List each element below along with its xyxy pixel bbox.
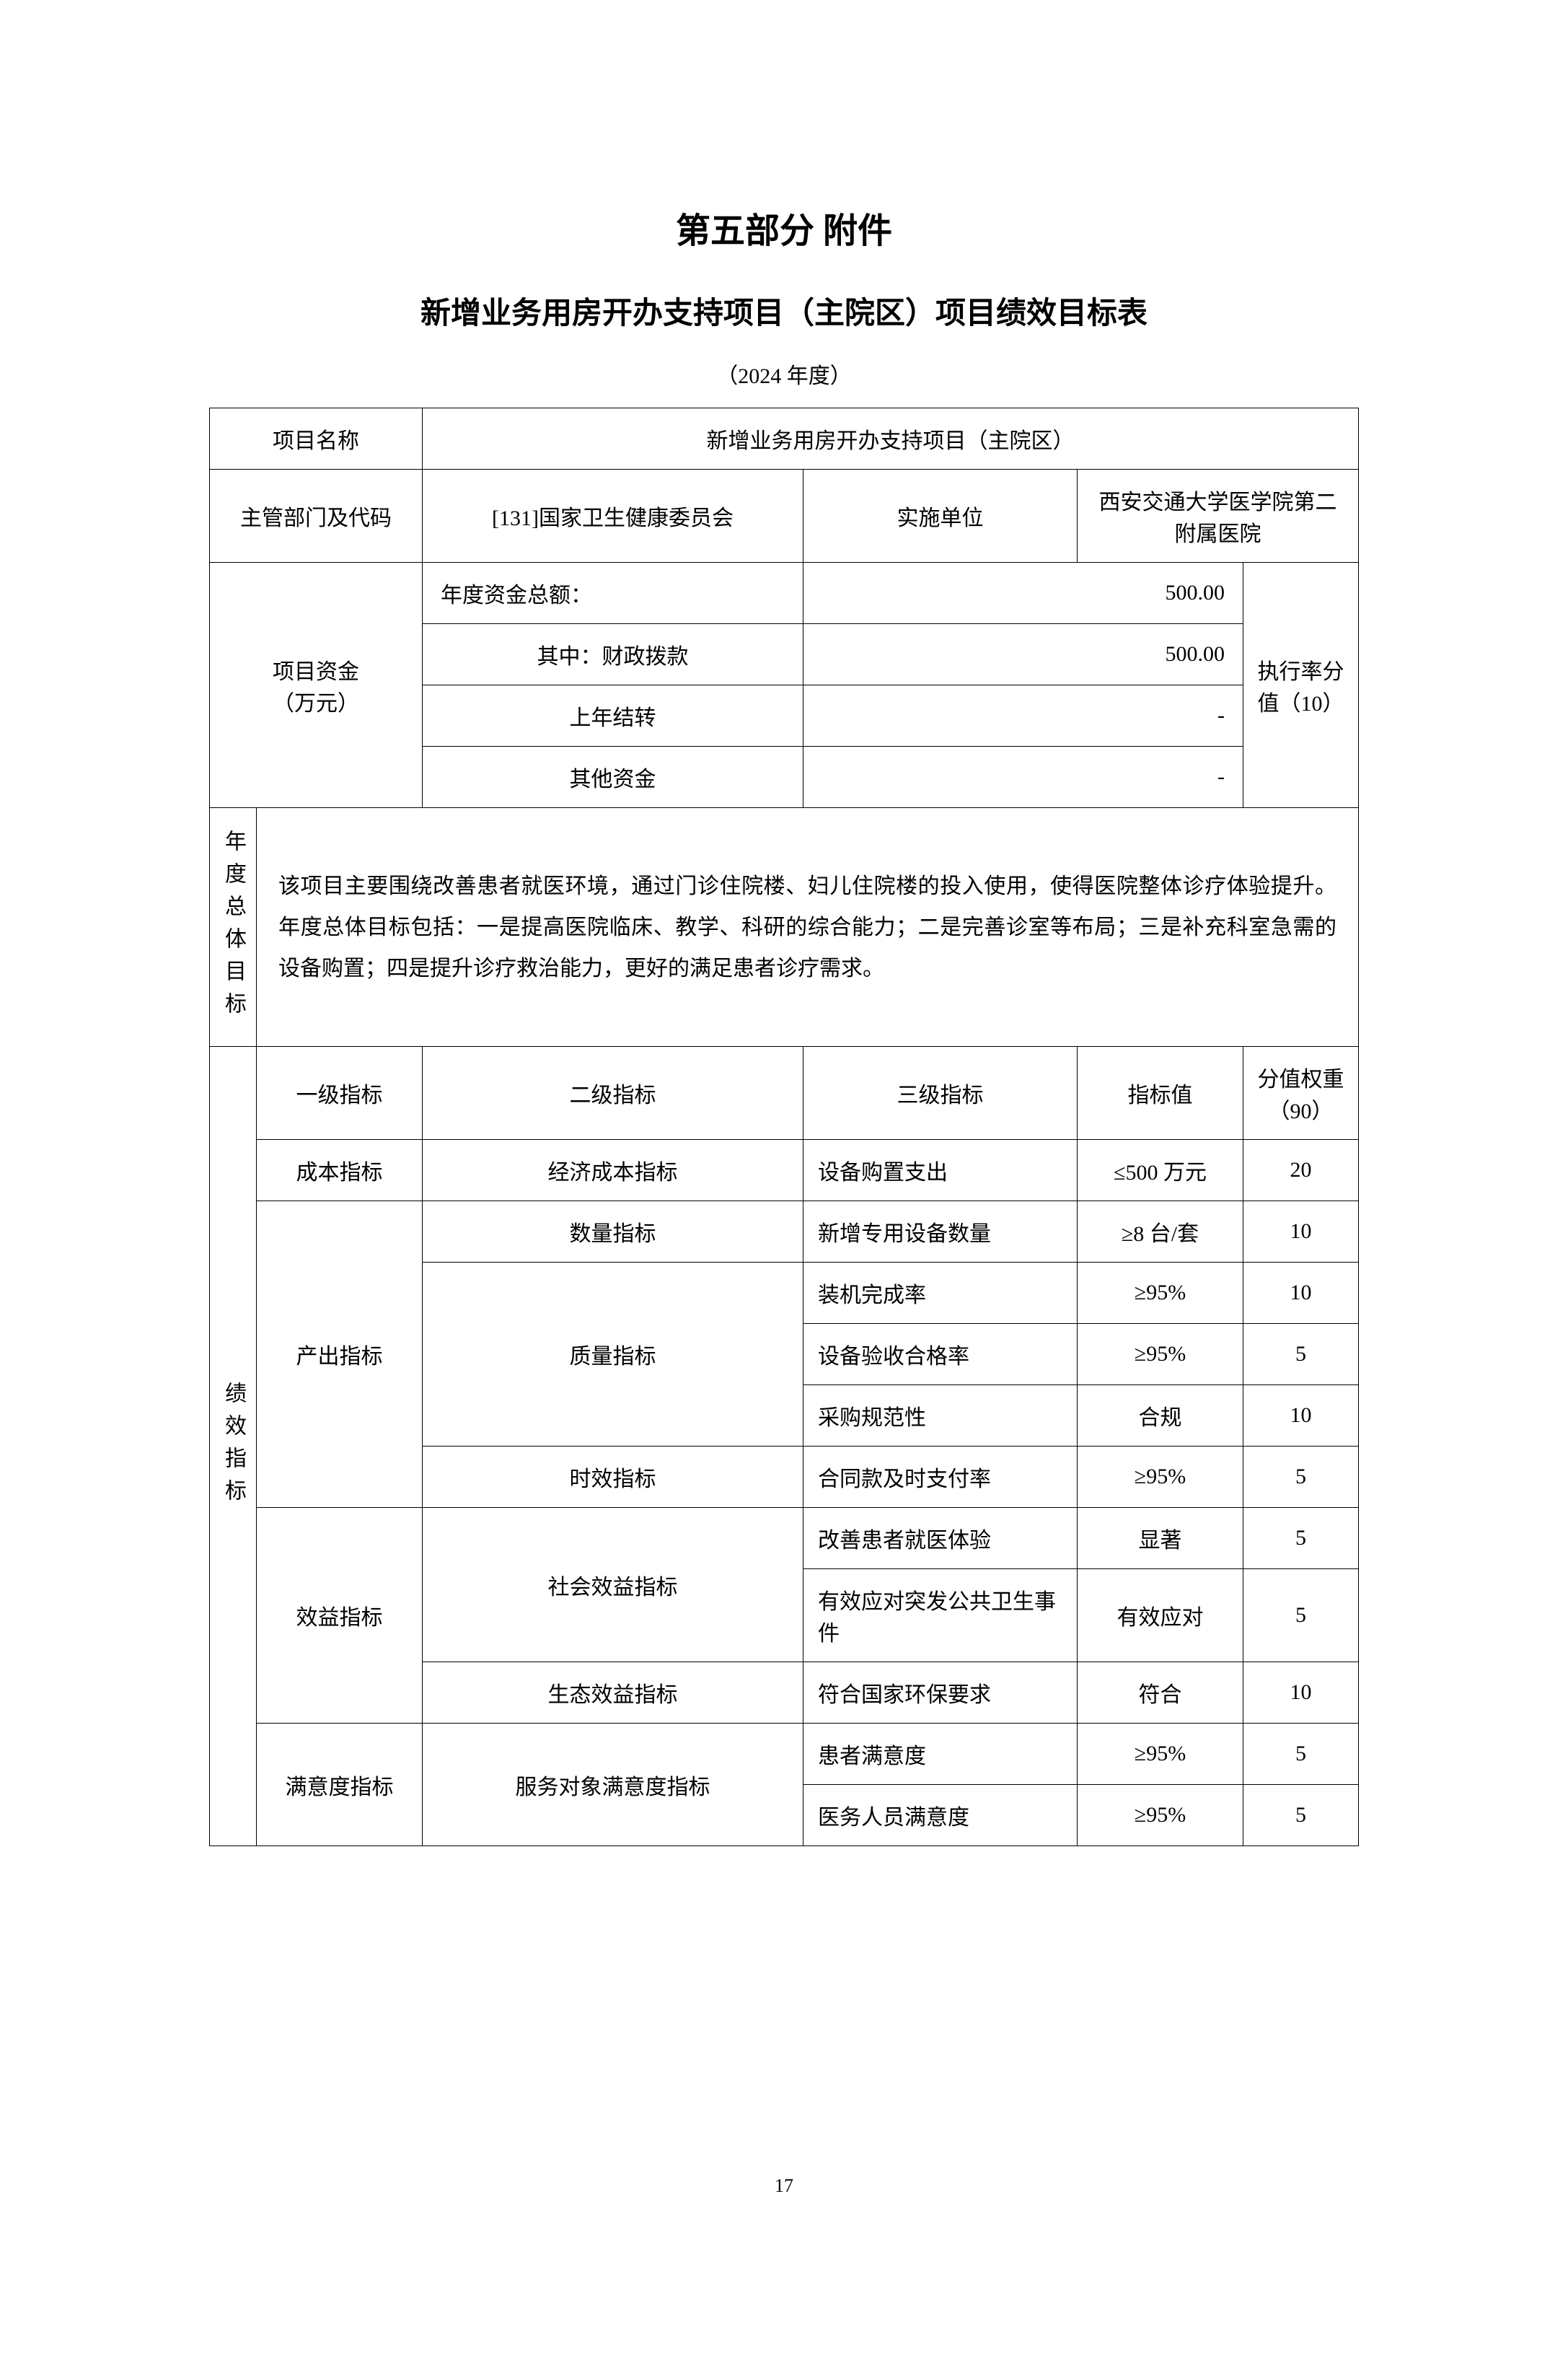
sub-title: 新增业务用房开办支持项目（主院区）项目绩效目标表 [209,289,1359,333]
cell-target: 显著 [1078,1508,1243,1569]
cell-l3: 设备购置支出 [803,1140,1078,1201]
cell-weight: 5 [1243,1508,1359,1569]
total-label: 年度资金总额： [423,563,803,624]
table-row: 产出指标 数量指标 新增专用设备数量 ≥8 台/套 10 [210,1201,1359,1263]
cell-target: ≥95% [1078,1724,1243,1785]
cell-weight: 5 [1243,1724,1359,1785]
funding-label-text: 项目资金 [221,654,411,685]
impl-unit-value: 西安交通大学医学院第二附属医院 [1078,470,1359,563]
cell-target: 符合 [1078,1662,1243,1724]
total-value: 500.00 [803,563,1243,624]
cell-l3: 医务人员满意度 [803,1785,1078,1846]
cell-target: ≥95% [1078,1263,1243,1324]
objective-label: 年度总体目标 [210,808,257,1047]
project-name-value: 新增业务用房开办支持项目（主院区） [423,408,1359,470]
header-level2: 二级指标 [423,1047,803,1140]
cell-l1: 成本指标 [257,1140,423,1201]
cell-l2-social: 社会效益指标 [423,1508,803,1662]
page-number: 17 [0,2175,1568,2197]
cell-l2: 时效指标 [423,1447,803,1508]
cell-target: ≥95% [1078,1324,1243,1385]
header-level1: 一级指标 [257,1047,423,1140]
table-row: 项目名称 新增业务用房开办支持项目（主院区） [210,408,1359,470]
cell-l2: 经济成本指标 [423,1140,803,1201]
cell-l2-quality: 质量指标 [423,1263,803,1447]
other-value: - [803,747,1243,808]
funding-label: 项目资金 （万元） [210,563,423,808]
cell-target: ≥95% [1078,1447,1243,1508]
dept-label: 主管部门及代码 [210,470,423,563]
cell-l2: 生态效益指标 [423,1662,803,1724]
cell-weight: 10 [1243,1263,1359,1324]
cell-l3: 新增专用设备数量 [803,1201,1078,1263]
cell-target: ≥95% [1078,1785,1243,1846]
cell-weight: 10 [1243,1662,1359,1724]
fiscal-value: 500.00 [803,624,1243,685]
cell-l2-satisfaction: 服务对象满意度指标 [423,1724,803,1846]
carryover-label: 上年结转 [423,685,803,747]
cell-l1-benefit: 效益指标 [257,1508,423,1724]
header-level3: 三级指标 [803,1047,1078,1140]
cell-weight: 10 [1243,1201,1359,1263]
cell-l1-satisfaction: 满意度指标 [257,1724,423,1846]
dept-value: [131]国家卫生健康委员会 [423,470,803,563]
carryover-value: - [803,685,1243,747]
table-row: 成本指标 经济成本指标 设备购置支出 ≤500 万元 20 [210,1140,1359,1201]
cell-target: 有效应对 [1078,1569,1243,1662]
cell-l3: 采购规范性 [803,1385,1078,1447]
cell-l3: 装机完成率 [803,1263,1078,1324]
cell-target: 合规 [1078,1385,1243,1447]
table-row: 满意度指标 服务对象满意度指标 患者满意度 ≥95% 5 [210,1724,1359,1785]
fiscal-label: 其中：财政拨款 [423,624,803,685]
cell-weight: 5 [1243,1569,1359,1662]
objective-text: 该项目主要围绕改善患者就医环境，通过门诊住院楼、妇儿住院楼的投入使用，使得医院整… [257,808,1359,1047]
performance-table: 项目名称 新增业务用房开办支持项目（主院区） 主管部门及代码 [131]国家卫生… [209,408,1359,1846]
cell-l3: 患者满意度 [803,1724,1078,1785]
table-row: 年度总体目标 该项目主要围绕改善患者就医环境，通过门诊住院楼、妇儿住院楼的投入使… [210,808,1359,1047]
table-row: 主管部门及代码 [131]国家卫生健康委员会 实施单位 西安交通大学医学院第二附… [210,470,1359,563]
header-weight: 分值权重（90） [1243,1047,1359,1140]
cell-target: ≤500 万元 [1078,1140,1243,1201]
funding-unit-text: （万元） [221,685,411,717]
section-title: 第五部分 附件 [209,202,1359,253]
other-label: 其他资金 [423,747,803,808]
table-row: 项目资金 （万元） 年度资金总额： 500.00 执行率分值（10） [210,563,1359,624]
project-name-label: 项目名称 [210,408,423,470]
table-row: 效益指标 社会效益指标 改善患者就医体验 显著 5 [210,1508,1359,1569]
cell-l3: 符合国家环保要求 [803,1662,1078,1724]
cell-l2: 数量指标 [423,1201,803,1263]
cell-weight: 20 [1243,1140,1359,1201]
impl-unit-label: 实施单位 [803,470,1078,563]
cell-weight: 5 [1243,1324,1359,1385]
cell-target: ≥8 台/套 [1078,1201,1243,1263]
cell-l1-output: 产出指标 [257,1201,423,1508]
exec-rate-label: 执行率分值（10） [1243,563,1359,808]
year-label: （2024 年度） [209,358,1359,390]
cell-l3: 合同款及时支付率 [803,1447,1078,1508]
header-target: 指标值 [1078,1047,1243,1140]
cell-weight: 5 [1243,1447,1359,1508]
cell-weight: 5 [1243,1785,1359,1846]
indicators-label: 绩效指标 [210,1047,257,1846]
cell-l3: 有效应对突发公共卫生事件 [803,1569,1078,1662]
cell-l3: 改善患者就医体验 [803,1508,1078,1569]
table-row: 绩效指标 一级指标 二级指标 三级指标 指标值 分值权重（90） [210,1047,1359,1140]
cell-l3: 设备验收合格率 [803,1324,1078,1385]
cell-weight: 10 [1243,1385,1359,1447]
